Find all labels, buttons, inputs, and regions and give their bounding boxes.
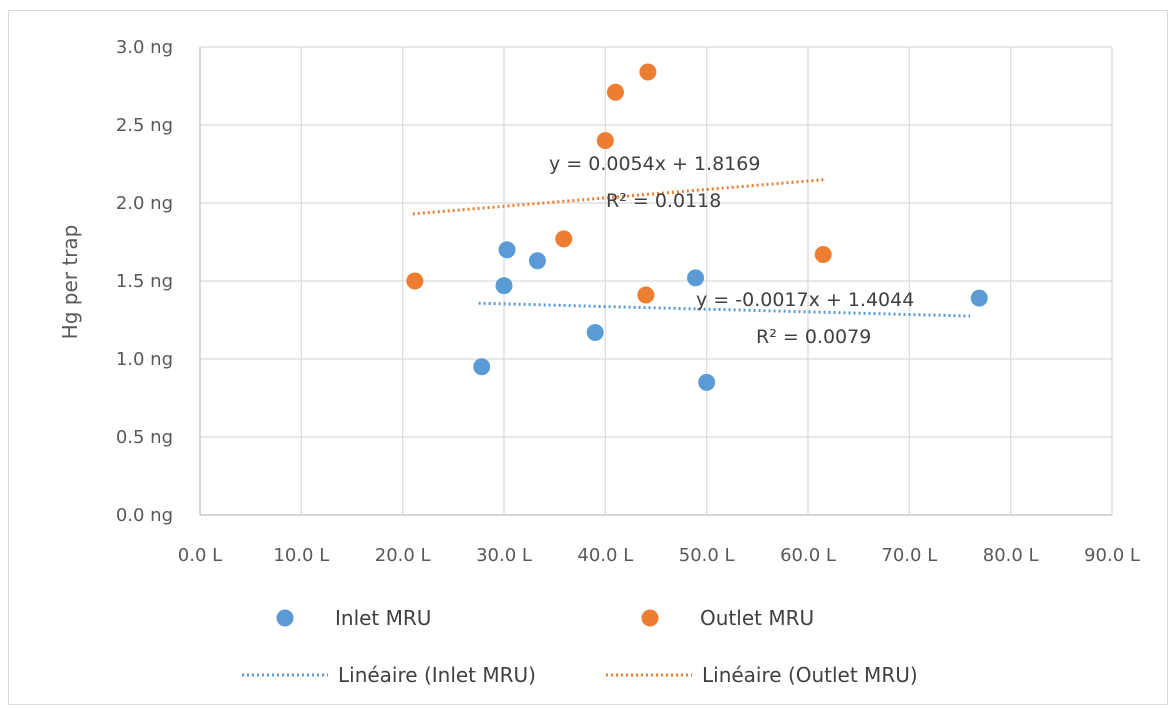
legend-marker-inlet (276, 609, 294, 627)
y-tick-label: 2.0 ng (116, 193, 173, 214)
legend-label-inlet-trend: Linéaire (Inlet MRU) (338, 663, 536, 687)
legend: Inlet MRU Outlet MRU Linéaire (Inlet MRU… (242, 606, 918, 687)
trendlines (412, 178, 971, 318)
inlet-point (586, 323, 604, 341)
inlet-point (698, 373, 716, 391)
y-tick-labels: 0.0 ng 0.5 ng 1.0 ng 1.5 ng 2.0 ng 2.5 ng 3.0 … (116, 37, 173, 526)
inlet-point (970, 289, 988, 307)
outlet-point (606, 83, 624, 101)
outlet-point (637, 286, 655, 304)
y-tick-label: 0.0 ng (116, 505, 173, 526)
outlet-trend-r2: R² = 0.0118 (606, 190, 721, 212)
legend-label-inlet: Inlet MRU (335, 606, 431, 630)
y-axis-title: Hg per trap (58, 225, 82, 340)
y-tick-label: 2.5 ng (116, 115, 173, 136)
legend-label-outlet: Outlet MRU (700, 606, 814, 630)
outlet-trend-equation: y = 0.0054x + 1.8169 (549, 153, 760, 175)
chart-frame (8, 10, 1168, 705)
inlet-point (687, 269, 705, 287)
legend-marker-outlet (641, 609, 659, 627)
outlet-point (639, 63, 657, 81)
outlet-point (555, 230, 573, 248)
inlet-trend-equation: y = -0.0017x + 1.4044 (696, 289, 914, 311)
outlet-point (406, 272, 424, 290)
inlet-trend-r2: R² = 0.0079 (756, 326, 871, 348)
gridlines (199, 46, 1113, 516)
inlet-point (498, 241, 516, 259)
inlet-point (528, 252, 546, 270)
x-tick-label: 0.0 L (178, 545, 222, 566)
x-tick-label: 90.0 L (1084, 545, 1140, 566)
x-tick-label: 50.0 L (679, 545, 735, 566)
x-tick-label: 10.0 L (273, 545, 329, 566)
outlet-point (814, 245, 832, 263)
inlet-point (473, 358, 491, 376)
inlet-trendline (478, 301, 971, 318)
outlet-trendline (412, 178, 824, 216)
x-tick-label: 20.0 L (375, 545, 431, 566)
y-tick-label: 1.5 ng (116, 271, 173, 292)
x-tick-label: 70.0 L (881, 545, 937, 566)
outlet-point (596, 132, 614, 150)
data-points (406, 63, 988, 391)
inlet-point (495, 277, 513, 295)
y-tick-label: 3.0 ng (116, 37, 173, 58)
y-tick-label: 0.5 ng (116, 427, 173, 448)
x-tick-label: 60.0 L (780, 545, 836, 566)
x-tick-label: 30.0 L (476, 545, 532, 566)
y-tick-label: 1.0 ng (116, 349, 173, 370)
x-tick-label: 80.0 L (983, 545, 1039, 566)
x-tick-labels: 0.0 L 10.0 L 20.0 L 30.0 L 40.0 L 50.0 L 60.0 … (178, 545, 1140, 566)
x-tick-label: 40.0 L (577, 545, 633, 566)
legend-label-outlet-trend: Linéaire (Outlet MRU) (702, 663, 918, 687)
